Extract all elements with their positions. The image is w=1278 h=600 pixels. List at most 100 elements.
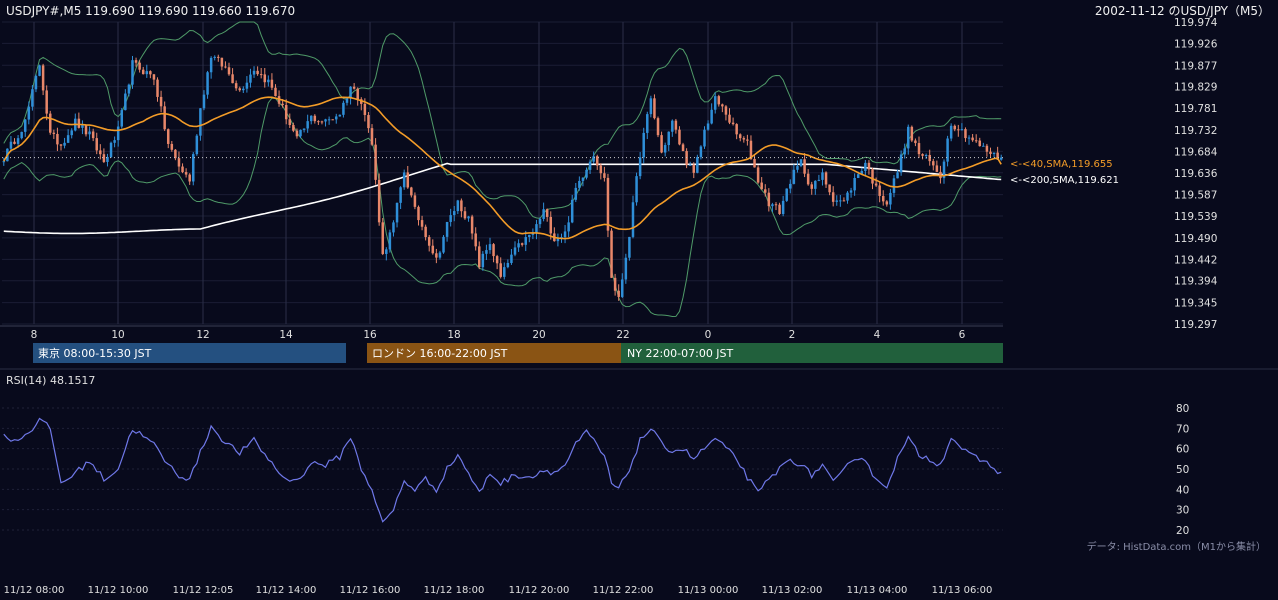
candle-body xyxy=(485,250,488,254)
candle-body xyxy=(209,57,213,73)
candle-body xyxy=(478,246,481,268)
candle-body xyxy=(131,60,134,85)
candle-body xyxy=(149,71,152,75)
candle-body xyxy=(542,209,545,219)
price-tick-label: 119.877 xyxy=(1174,60,1217,72)
candle-body xyxy=(631,202,635,237)
candle-body xyxy=(538,218,542,225)
date-label: 2002-11-12 のUSD/JPY（M5） xyxy=(1095,4,1270,18)
candle-body xyxy=(66,135,70,143)
candle-body xyxy=(449,215,452,222)
candle-body xyxy=(556,237,560,242)
rsi-tick-label: 40 xyxy=(1176,484,1189,496)
candle-body xyxy=(706,123,710,130)
time-tick-label: 11/13 04:00 xyxy=(847,585,908,596)
candle-body xyxy=(317,121,320,123)
candle-body xyxy=(31,89,34,107)
candle-body xyxy=(953,125,956,130)
session-tokyo-label: 東京 08:00-15:30 JST xyxy=(38,346,152,360)
candle-body xyxy=(302,128,306,130)
candle-body xyxy=(563,231,567,238)
hour-tick-label: 22 xyxy=(616,329,629,341)
candle-body xyxy=(592,156,595,162)
candle-body xyxy=(967,137,971,139)
candle-body xyxy=(653,98,656,119)
candle-body xyxy=(728,114,731,123)
price-tick-label: 119.297 xyxy=(1174,319,1217,331)
candle-body xyxy=(335,116,338,120)
rsi-tick-label: 80 xyxy=(1176,403,1189,415)
candle-body xyxy=(120,110,124,127)
candle-body xyxy=(581,177,585,181)
candle-body xyxy=(481,253,485,268)
candle-body xyxy=(199,108,202,136)
candle-body xyxy=(170,143,174,150)
rsi-path xyxy=(3,417,1002,523)
candle-body xyxy=(806,173,810,185)
rsi-tick-label: 30 xyxy=(1176,505,1189,517)
candle-body xyxy=(982,145,985,147)
candle-body xyxy=(360,99,363,104)
candle-body xyxy=(38,65,41,76)
candle-body xyxy=(874,183,878,186)
candle-body xyxy=(638,157,642,177)
candle-body xyxy=(181,166,184,173)
candle-body xyxy=(885,201,889,205)
time-tick-label: 11/12 10:00 xyxy=(88,585,149,596)
candle-body xyxy=(978,140,982,147)
candle-body xyxy=(585,169,588,178)
candle-body xyxy=(470,216,474,234)
candle-body xyxy=(163,106,166,130)
candle-body xyxy=(34,75,38,90)
candle-body xyxy=(445,221,449,237)
hour-tick-label: 8 xyxy=(31,329,38,341)
candle-body xyxy=(588,161,592,170)
candle-body xyxy=(217,56,220,58)
candle-body xyxy=(20,131,23,139)
time-tick-label: 11/12 22:00 xyxy=(593,585,654,596)
candle-body xyxy=(410,187,413,196)
candle-body xyxy=(141,69,145,75)
candle-body xyxy=(506,262,510,268)
time-tick-label: 11/12 20:00 xyxy=(509,585,570,596)
candle-body xyxy=(649,98,653,115)
candle-body xyxy=(889,192,892,205)
candle-body xyxy=(259,74,263,76)
candle-body xyxy=(774,204,778,206)
hour-tick-label: 2 xyxy=(789,329,796,341)
candle-body xyxy=(406,172,410,188)
candle-body xyxy=(413,195,417,207)
price-tick-label: 119.539 xyxy=(1174,211,1217,223)
axes: 119.974 119.926 119.877 119.829 119.781 119.7… xyxy=(2,17,1218,596)
time-tick-label: 11/12 12:05 xyxy=(173,585,234,596)
candle-body xyxy=(59,144,63,146)
candle-body xyxy=(824,172,828,185)
price-tick-label: 119.345 xyxy=(1174,298,1217,310)
candle-body xyxy=(667,131,670,146)
candle-body xyxy=(102,154,106,162)
candle-body xyxy=(227,67,231,75)
candle-body xyxy=(964,129,967,139)
candle-body xyxy=(567,222,570,232)
candle-body xyxy=(267,79,270,83)
candle-body xyxy=(338,114,342,117)
candle-body xyxy=(81,124,84,128)
price-tick-label: 119.587 xyxy=(1174,190,1217,202)
candle-body xyxy=(377,179,381,223)
hour-tick-label: 6 xyxy=(959,329,966,341)
candle-body xyxy=(924,155,928,157)
candle-body xyxy=(177,158,181,167)
candle-body xyxy=(124,93,127,111)
candle-body xyxy=(663,145,667,153)
candle-body xyxy=(16,138,20,144)
candle-body xyxy=(746,139,749,141)
hour-tick-label: 0 xyxy=(705,329,712,341)
candle-body xyxy=(452,211,456,216)
price-tick-label: 119.442 xyxy=(1174,254,1217,266)
candle-body xyxy=(109,142,113,157)
candle-body xyxy=(721,104,724,107)
candle-body xyxy=(999,157,1003,160)
candle-body xyxy=(903,148,906,155)
candle-body xyxy=(549,216,553,234)
